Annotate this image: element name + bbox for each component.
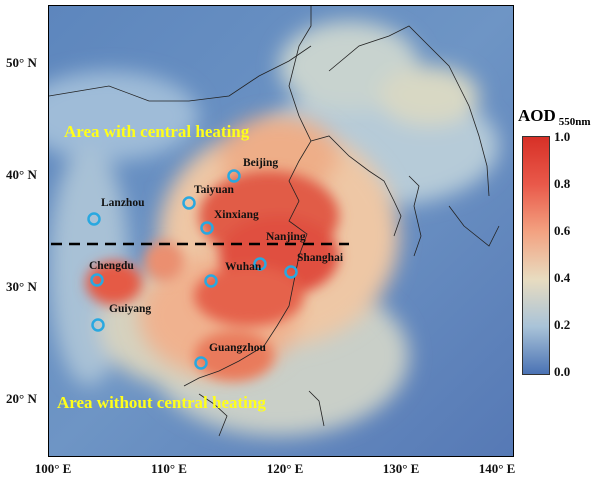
city-marker <box>87 212 101 226</box>
city-marker <box>194 356 208 370</box>
aod-field-high <box>86 171 339 381</box>
city-labels: Beijing Taiyuan Lanzhou Xinxiang Nanjing… <box>89 157 344 354</box>
city-label-guiyang: Guiyang <box>109 303 151 315</box>
y-tick-label: 30° N <box>6 279 37 294</box>
coastlines <box>49 6 500 437</box>
city-marker <box>284 265 298 279</box>
colorbar-tick-label: 0.8 <box>554 176 571 191</box>
city-label-beijing: Beijing <box>243 157 278 169</box>
city-label-guangzhou: Guangzhou <box>209 342 266 354</box>
city-marker <box>182 196 196 210</box>
y-tick-label: 40° N <box>6 167 37 182</box>
city-label-xinxiang: Xinxiang <box>214 209 259 221</box>
city-marker <box>90 273 104 287</box>
city-label-taiyuan: Taiyuan <box>194 184 234 196</box>
colorbar-title-subscript: 550nm <box>558 116 591 129</box>
city-marker <box>91 318 105 332</box>
city-label-shanghai: Shanghai <box>297 252 344 264</box>
colorbar-tick-label: 0.2 <box>554 317 571 332</box>
city-label-nanjing: Nanjing <box>266 231 306 243</box>
x-tick-label: 140° E <box>478 461 516 476</box>
x-tick-label: 110° E <box>151 461 187 476</box>
colorbar-tick-label: 0.6 <box>554 223 571 238</box>
colorbar-tick-label: 0.0 <box>554 364 571 379</box>
colorbar-tick-label: 1.0 <box>554 129 571 144</box>
city-label-lanzhou: Lanzhou <box>101 197 145 209</box>
y-tick-label: 20° N <box>6 391 37 406</box>
city-label-wuhan: Wuhan <box>225 261 262 273</box>
city-marker <box>227 169 241 183</box>
x-tick-label: 100° E <box>34 461 72 476</box>
aod-map: Beijing Taiyuan Lanzhou Xinxiang Nanjing… <box>48 5 514 457</box>
city-marker <box>204 274 218 288</box>
aod-map-canvas: Beijing Taiyuan Lanzhou Xinxiang Nanjing… <box>49 6 513 456</box>
colorbar-title-main: AOD <box>518 106 556 125</box>
x-tick-label: 120° E <box>266 461 304 476</box>
region-south-label: Area without central heating <box>57 393 266 412</box>
city-label-chengdu: Chengdu <box>89 260 134 272</box>
y-tick-label: 50° N <box>6 55 37 70</box>
colorbar-title: AOD 550nm <box>518 106 591 128</box>
region-north-label: Area with central heating <box>64 122 250 141</box>
x-tick-label: 130° E <box>382 461 420 476</box>
colorbar-tick-label: 0.4 <box>554 270 571 285</box>
city-marker <box>200 221 214 235</box>
colorbar <box>522 136 550 375</box>
city-markers <box>87 169 298 370</box>
city-marker <box>253 257 267 271</box>
